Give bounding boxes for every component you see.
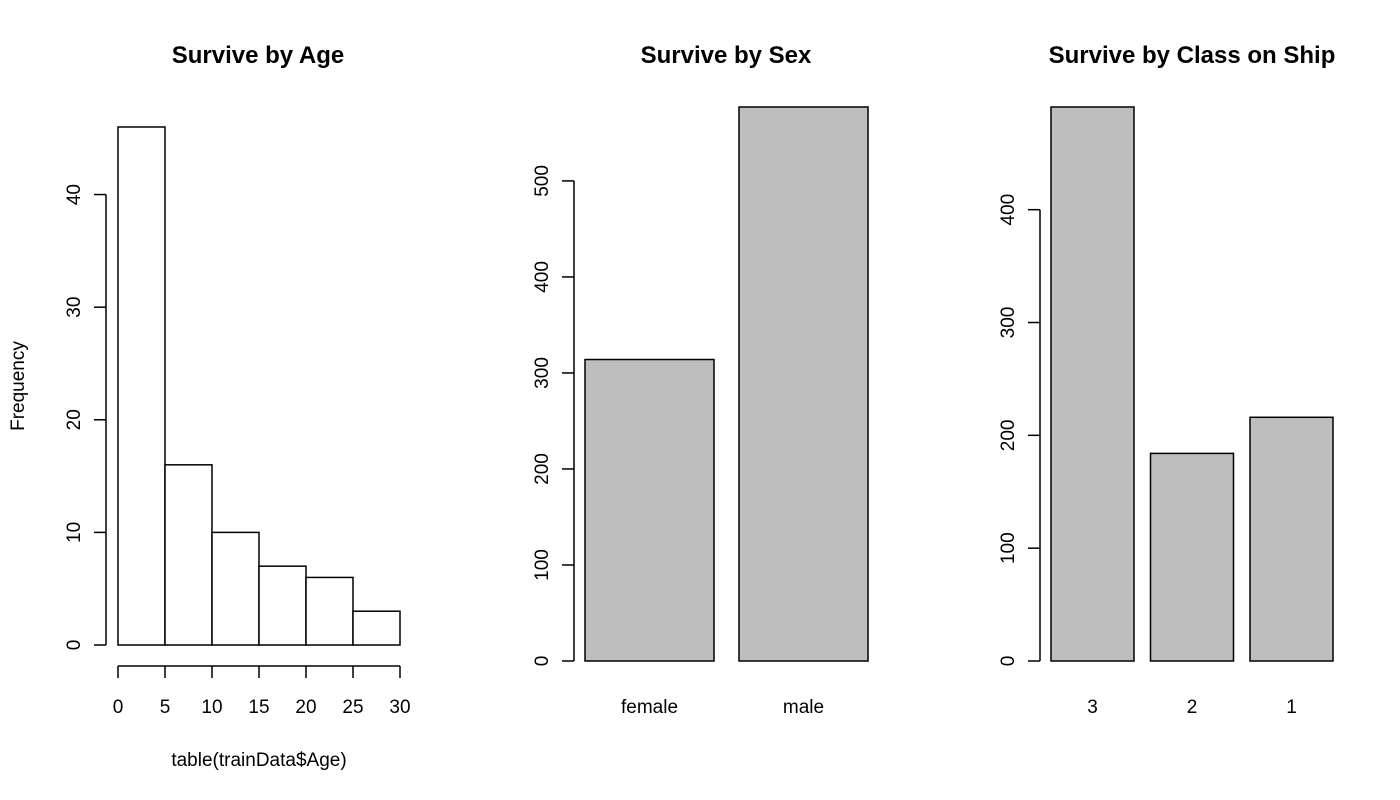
hist-bar [117,126,166,646]
y-tick-label: 20 [64,409,85,430]
hist-bar [305,576,354,646]
x-category-label: 3 [1087,697,1098,718]
x-tick-label: 30 [389,697,410,718]
x-category-label: 2 [1187,697,1198,718]
chart-title: Survive by Sex [641,42,812,69]
y-tick-label: 300 [532,357,553,389]
y-tick-label: 500 [532,165,553,197]
y-tick-label: 0 [64,640,85,651]
x-tick-label: 5 [160,697,171,718]
x-category-label: female [621,697,678,718]
y-tick-label: 100 [532,549,553,581]
bar [584,358,715,662]
y-tick-label: 40 [64,184,85,205]
y-tick-label: 200 [998,419,1019,451]
x-tick-label: 10 [201,697,222,718]
y-tick-label: 30 [64,297,85,318]
x-tick-label: 15 [248,697,269,718]
y-tick-label: 400 [532,261,553,293]
x-category-label: male [783,697,824,718]
hist-bar [258,565,307,646]
y-tick-label: 300 [998,307,1019,339]
hist-bar [164,464,213,646]
y-tick-label: 0 [998,656,1019,667]
y-tick-label: 100 [998,532,1019,564]
chart-title: Survive by Class on Ship [1049,42,1336,69]
panel-sex-barplot: Survive by Sex 0 100 200 300 400 500 female mal… [532,42,869,718]
bar [1149,452,1235,662]
hist-bar [352,610,401,646]
y-tick-label: 0 [532,656,553,667]
bar [1249,416,1334,662]
x-axis-title: table(trainData$Age) [171,750,346,771]
panel-age-histogram: Survive by Age table(trainData$Age) Freq… [8,42,411,771]
x-category-label: 1 [1286,697,1297,718]
y-tick-label: 400 [998,194,1019,226]
y-axis-title: Frequency [8,341,29,431]
hist-bar [211,531,260,646]
bar [1050,106,1135,662]
y-tick-label: 10 [64,522,85,543]
y-tick-label: 200 [532,453,553,485]
x-tick-label: 25 [342,697,363,718]
panel-class-barplot: Survive by Class on Ship 0 100 200 300 400 3 2… [998,42,1335,718]
x-tick-label: 0 [113,697,124,718]
x-tick-label: 20 [295,697,316,718]
chart-title: Survive by Age [172,42,345,69]
bar [738,106,869,662]
